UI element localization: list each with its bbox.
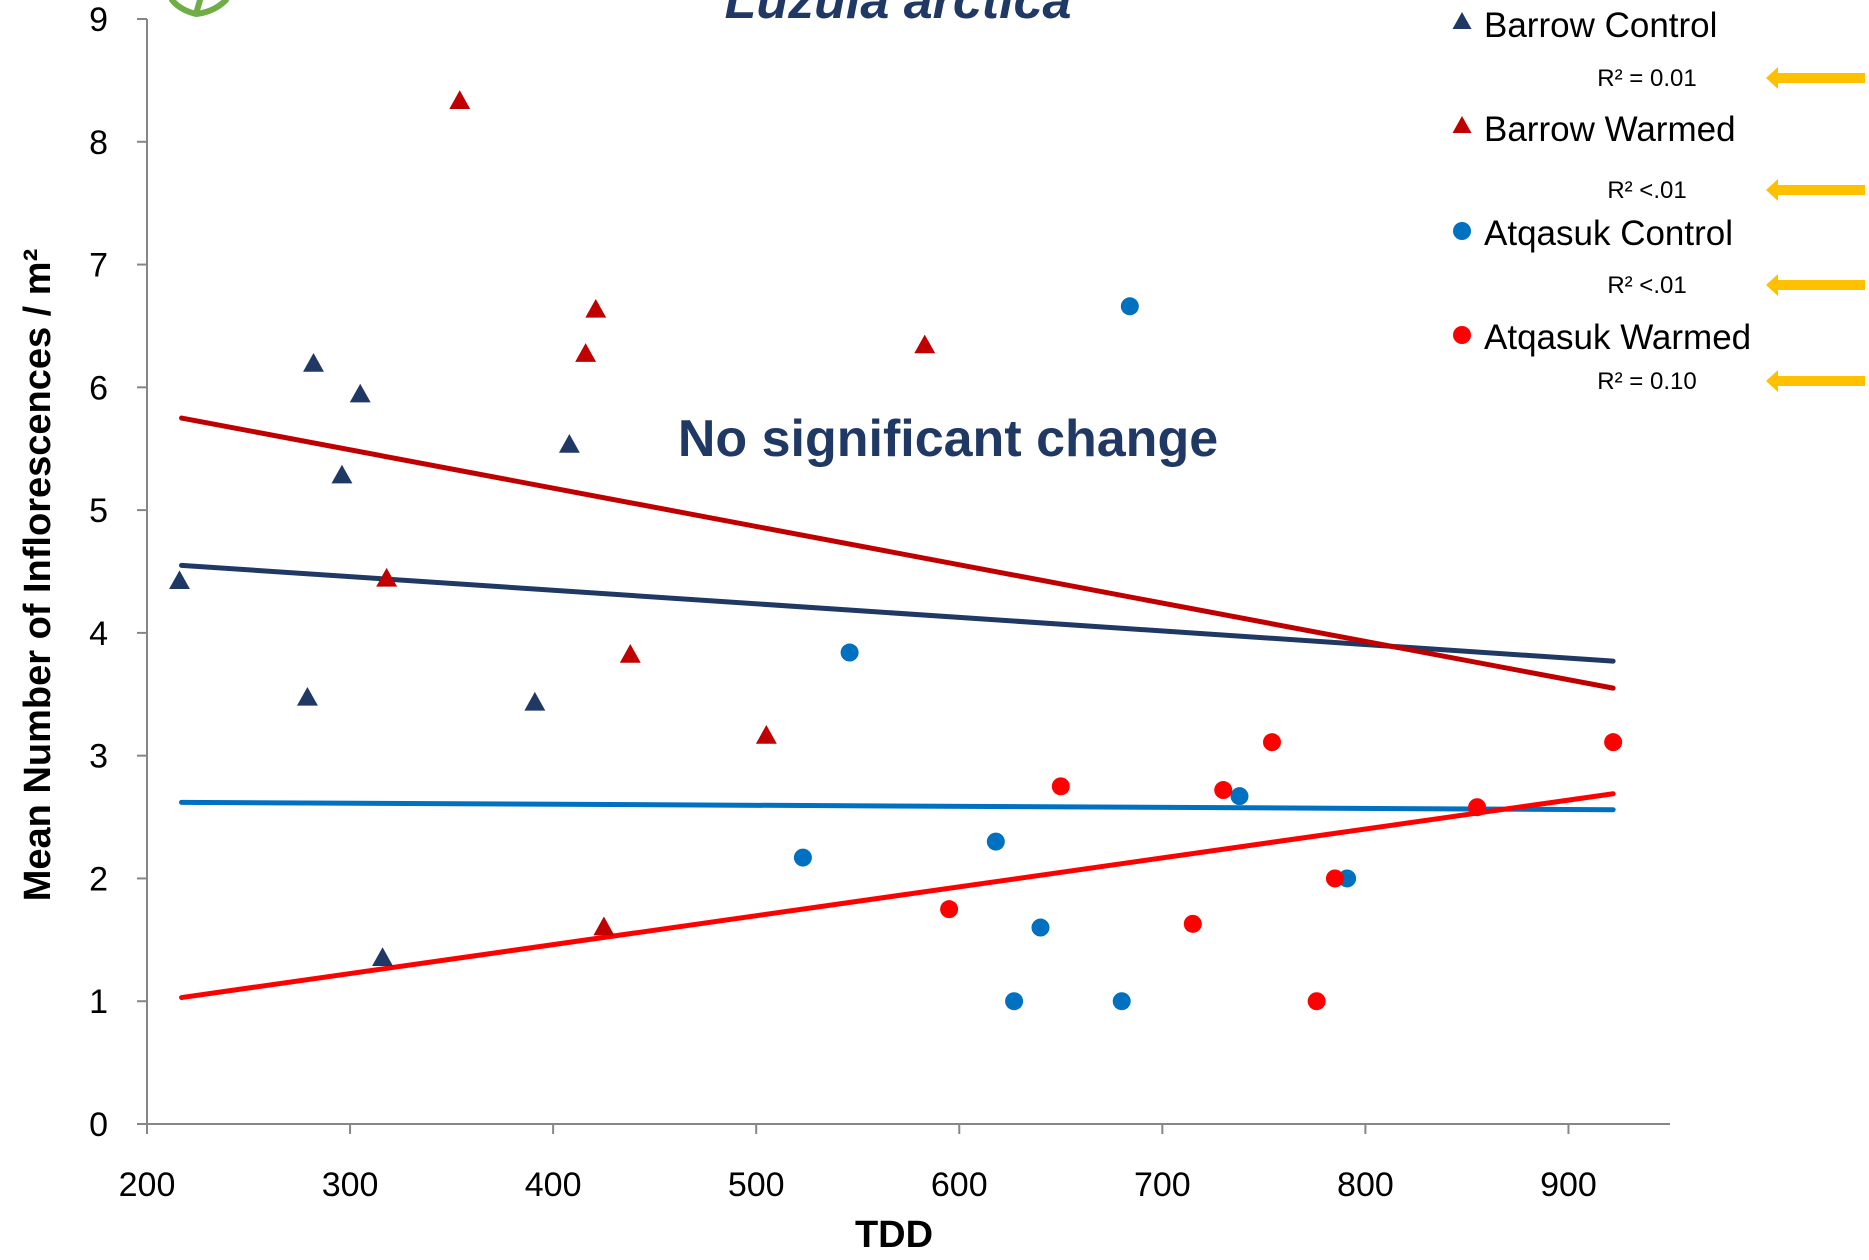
data-point xyxy=(524,691,546,711)
chart-title: Luzula arctica xyxy=(725,0,1072,30)
trendline xyxy=(179,415,1616,691)
legend-label: Barrow Control xyxy=(1484,6,1717,45)
r-squared-label: R² = 0.01 xyxy=(1597,65,1696,92)
arrow-left-icon xyxy=(1766,274,1865,296)
data-point xyxy=(1120,297,1139,316)
data-point xyxy=(755,725,777,744)
data-point xyxy=(593,916,615,936)
r-squared-label: R² <.01 xyxy=(1607,272,1686,299)
y-tick-label: 5 xyxy=(89,492,108,530)
x-tick-label: 600 xyxy=(931,1166,988,1204)
trendlines xyxy=(179,415,1616,1001)
data-point xyxy=(793,848,812,867)
data-point xyxy=(1604,733,1623,752)
data-point xyxy=(349,383,371,403)
data-point xyxy=(1230,787,1249,806)
data-points xyxy=(169,90,1623,1011)
trendline xyxy=(179,791,1616,1001)
y-tick-label: 6 xyxy=(89,369,108,407)
no-change-annotation: No significant change xyxy=(678,410,1218,468)
data-point xyxy=(986,832,1005,851)
data-point xyxy=(296,686,318,706)
data-point xyxy=(303,353,324,372)
data-point xyxy=(940,900,959,919)
x-tick-label: 800 xyxy=(1337,1166,1394,1204)
data-point xyxy=(575,343,597,362)
data-point xyxy=(558,434,580,453)
data-point xyxy=(585,298,607,318)
y-tick-label: 0 xyxy=(89,1106,108,1144)
data-point xyxy=(449,90,471,109)
data-point xyxy=(1262,733,1281,752)
data-point xyxy=(1112,992,1131,1011)
legend-marker xyxy=(1453,326,1471,344)
axes: 0 1 2 3 4 5 6 7 8 9 200 300 400 500 600 700 800 900 xyxy=(89,1,1670,1204)
legend-label: Atqasuk Warmed xyxy=(1484,318,1751,357)
r-squared-label: R² = 0.10 xyxy=(1597,368,1696,395)
data-point xyxy=(1031,918,1050,937)
data-point xyxy=(372,947,394,966)
y-tick-label: 2 xyxy=(89,860,108,898)
x-tick-label: 700 xyxy=(1134,1166,1191,1204)
y-tick-label: 9 xyxy=(89,1,108,39)
y-tick-label: 3 xyxy=(89,738,108,776)
y-tick-label: 1 xyxy=(89,983,108,1021)
x-tick-label: 400 xyxy=(525,1166,582,1204)
legend-label: Barrow Warmed xyxy=(1484,110,1736,149)
legend: Barrow Control R² = 0.01 Barrow Warmed R² <… xyxy=(1452,6,1865,395)
data-point xyxy=(914,334,936,354)
y-axis-label: Mean Number of Inflorescences / m² xyxy=(17,249,59,902)
leaf-logo-icon xyxy=(169,0,229,18)
data-point xyxy=(1214,781,1233,800)
data-point xyxy=(619,643,641,663)
data-point xyxy=(1051,777,1070,796)
data-point xyxy=(1325,869,1344,888)
data-point xyxy=(376,567,398,587)
legend-label: Atqasuk Control xyxy=(1484,214,1733,253)
data-point xyxy=(840,643,859,662)
r-squared-label: R² <.01 xyxy=(1607,177,1686,204)
data-point xyxy=(1307,992,1326,1011)
arrow-left-icon xyxy=(1766,67,1865,89)
legend-marker xyxy=(1453,222,1471,240)
y-tick-label: 8 xyxy=(89,124,108,162)
x-axis-label: TDD xyxy=(855,1214,933,1255)
x-tick-label: 200 xyxy=(119,1166,176,1204)
data-point xyxy=(1468,798,1487,817)
legend-marker xyxy=(1452,116,1472,133)
x-tick-label: 300 xyxy=(322,1166,379,1204)
legend-marker xyxy=(1452,12,1472,29)
y-tick-label: 4 xyxy=(89,615,108,653)
data-point xyxy=(169,570,190,590)
trendline xyxy=(179,799,1616,813)
x-tick-label: 900 xyxy=(1540,1166,1597,1204)
arrow-left-icon xyxy=(1766,370,1865,392)
arrow-left-icon xyxy=(1766,179,1865,201)
x-tick-label: 500 xyxy=(728,1166,785,1204)
data-point xyxy=(1183,914,1202,933)
data-point xyxy=(1005,992,1024,1011)
y-tick-label: 7 xyxy=(89,247,108,285)
data-point xyxy=(331,464,353,484)
